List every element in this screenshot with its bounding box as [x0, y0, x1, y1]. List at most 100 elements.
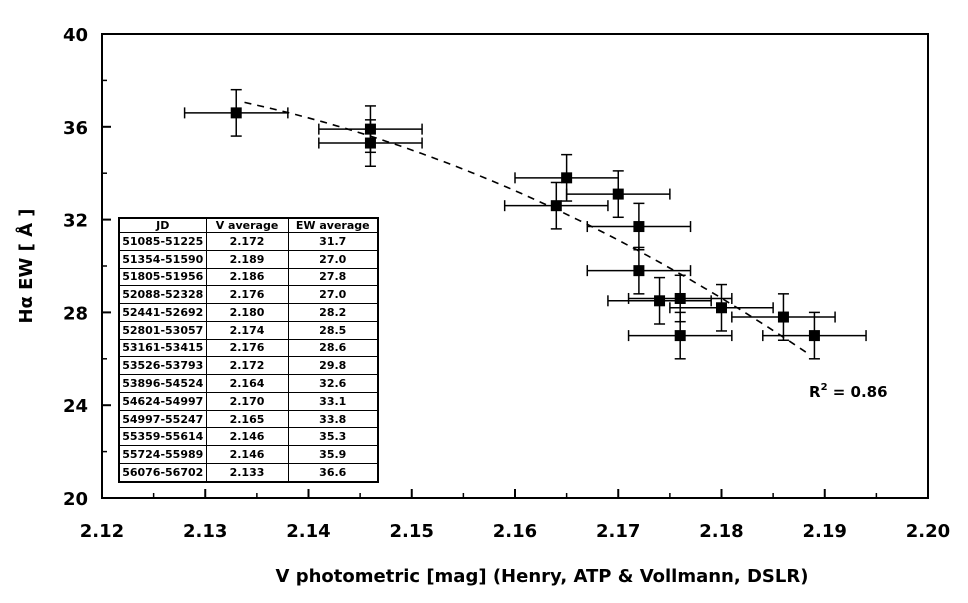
data-point-marker — [612, 188, 624, 200]
table-cell: 51354-51590 — [118, 249, 207, 269]
table-cell: 2.186 — [205, 267, 289, 287]
data-point-marker — [808, 330, 820, 342]
data-point — [627, 274, 733, 323]
data-point-marker — [561, 172, 573, 184]
table-cell: 53896-54524 — [118, 374, 207, 393]
y-axis-label: Hα EW [ Å ] — [14, 208, 37, 323]
table-cell: 51085-51225 — [118, 232, 207, 251]
table-cell: 53526-53793 — [118, 356, 207, 376]
table-cell: 51805-51956 — [118, 267, 207, 287]
r-squared-value: = 0.86 — [828, 383, 888, 401]
data-point — [514, 153, 619, 202]
y-axis-tick-label: 24 — [63, 396, 88, 417]
table-cell: 55724-55989 — [118, 445, 207, 464]
x-axis-tick-label: 2.19 — [803, 521, 847, 542]
table-cell: 53161-53415 — [118, 338, 207, 358]
data-point-marker — [550, 200, 562, 212]
data-point — [183, 88, 289, 137]
table-cell: 54624-54997 — [118, 391, 207, 411]
embedded-data-table: JD V average EW average 51085-51225 2.172… — [118, 217, 379, 483]
table-cell: 32.6 — [287, 374, 379, 393]
col-header-jd: JD — [118, 217, 207, 233]
data-point — [669, 283, 774, 332]
table-row: 52801-53057 2.174 28.5 — [118, 320, 379, 340]
col-header-ew-average: EW average — [287, 217, 379, 233]
table-cell: 33.8 — [287, 409, 379, 429]
table-cell: 2.176 — [205, 338, 289, 358]
table-cell: 56076-56702 — [118, 462, 207, 483]
col-header-v-average: V average — [205, 217, 289, 233]
table-cell: 2.189 — [205, 249, 289, 269]
table-cell: 2.180 — [205, 303, 289, 322]
table-row: 51354-51590 2.189 27.0 — [118, 249, 379, 269]
table-cell: 35.3 — [287, 427, 379, 447]
table-cell: 2.170 — [205, 391, 289, 411]
table-row: 54624-54997 2.170 33.1 — [118, 391, 379, 411]
table-cell: 33.1 — [287, 391, 379, 411]
data-point-marker — [633, 221, 645, 233]
table-header-row: JD V average EW average — [118, 217, 379, 233]
table-cell: 2.176 — [205, 285, 289, 305]
table-cell: 54997-55247 — [118, 409, 207, 429]
table-row: 53896-54524 2.164 32.6 — [118, 374, 379, 393]
table-row: 52441-52692 2.180 28.2 — [118, 303, 379, 322]
table-row: 52088-52328 2.176 27.0 — [118, 285, 379, 305]
data-point — [607, 276, 712, 325]
table-row: 54997-55247 2.165 33.8 — [118, 409, 379, 429]
data-point-marker — [777, 311, 789, 323]
table-cell: 2.133 — [205, 462, 289, 483]
table-row: 51805-51956 2.186 27.8 — [118, 267, 379, 287]
table-cell: 31.7 — [287, 232, 379, 251]
r-squared-base: R — [809, 383, 821, 401]
table-row: 55724-55989 2.146 35.9 — [118, 445, 379, 464]
data-point — [586, 202, 692, 251]
table-cell: 27.0 — [287, 285, 379, 305]
data-point — [731, 293, 836, 341]
table-cell: 28.5 — [287, 320, 379, 340]
x-axis-tick-label: 2.17 — [596, 521, 640, 542]
table-row: 51085-51225 2.172 31.7 — [118, 232, 379, 251]
table-cell: 29.8 — [287, 356, 379, 376]
table-cell: 2.146 — [205, 427, 289, 447]
table-cell: 52088-52328 — [118, 285, 207, 305]
table-cell: 36.6 — [287, 462, 379, 483]
table-row: 56076-56702 2.133 36.6 — [118, 462, 379, 483]
y-axis-tick-label: 32 — [63, 211, 88, 232]
table-cell: 27.0 — [287, 249, 379, 269]
data-point-marker — [364, 123, 376, 135]
trend-line — [244, 101, 811, 356]
data-point-marker — [674, 330, 686, 342]
data-point — [762, 311, 867, 360]
chart-generated-content: 2.12 2.13 2.14 2.15 2.16 2.17 2.18 2.19 2.202024… — [63, 25, 950, 542]
table-row: 53526-53793 2.172 29.8 — [118, 356, 379, 376]
data-point — [503, 181, 609, 230]
table-row: 55359-55614 2.146 35.3 — [118, 427, 379, 447]
table-cell: 2.172 — [205, 232, 289, 251]
x-axis-tick-label: 2.20 — [906, 521, 950, 542]
data-point — [318, 105, 423, 154]
x-axis-tick-label: 2.14 — [286, 521, 330, 542]
table-cell: 2.172 — [205, 356, 289, 376]
r-squared-superscript: 2 — [821, 382, 828, 393]
table-cell: 28.2 — [287, 303, 379, 322]
data-point — [586, 246, 692, 295]
table-cell: 27.8 — [287, 267, 379, 287]
x-axis-tick-label: 2.12 — [80, 521, 124, 542]
x-axis-tick-label: 2.18 — [699, 521, 743, 542]
y-axis-tick-label: 40 — [63, 25, 88, 46]
r-squared-annotation: R2 = 0.86 — [809, 382, 888, 401]
x-axis-tick-label: 2.13 — [183, 521, 227, 542]
table-row: 53161-53415 2.176 28.6 — [118, 338, 379, 358]
y-axis-tick-label: 28 — [63, 303, 88, 324]
jd-averages-table: JD V average EW average 51085-51225 2.172… — [118, 217, 379, 483]
table-cell: 52441-52692 — [118, 303, 207, 322]
table-cell: 2.164 — [205, 374, 289, 393]
y-axis-tick-label: 20 — [63, 489, 88, 510]
table-cell: 55359-55614 — [118, 427, 207, 447]
x-axis-tick-label: 2.15 — [390, 521, 434, 542]
table-cell: 2.174 — [205, 320, 289, 340]
table-cell: 28.6 — [287, 338, 379, 358]
data-point-marker — [633, 265, 645, 277]
